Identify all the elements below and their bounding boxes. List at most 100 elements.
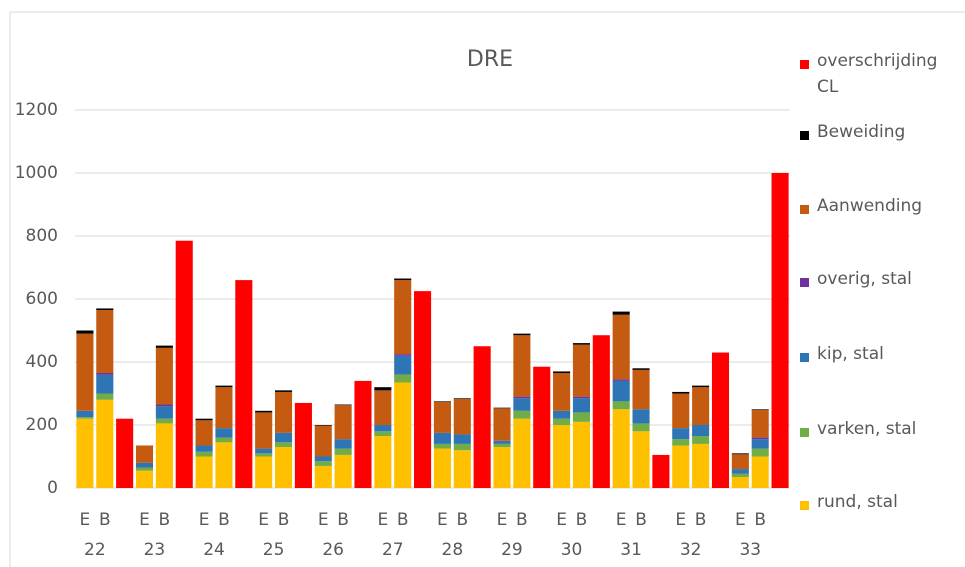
group-label: 23	[144, 540, 166, 560]
bar-segment	[553, 410, 571, 419]
bar-segment	[493, 407, 511, 409]
y-tick-label: 1200	[15, 100, 58, 120]
y-tick-label: 600	[26, 289, 58, 309]
bar-segment	[255, 453, 273, 457]
bar-segment	[692, 387, 710, 425]
bar-segment	[493, 440, 511, 444]
bar-segment	[612, 409, 630, 488]
bar-segment	[76, 333, 94, 411]
bar-segment	[632, 368, 650, 370]
legend-swatch	[800, 60, 809, 69]
bar-segment	[394, 382, 412, 488]
bar-segment	[314, 465, 332, 488]
bar-segment	[533, 366, 551, 488]
bar-segment	[771, 173, 789, 488]
bar-segment	[652, 454, 670, 488]
legend-label: overig, stal	[817, 269, 912, 289]
bar-segment	[374, 387, 392, 391]
bar-segment	[612, 401, 630, 410]
bar-segment	[334, 454, 352, 488]
bar-segment	[374, 431, 392, 437]
x-tick-label: B	[218, 510, 230, 530]
bar-segment	[513, 410, 531, 419]
bar-segment	[433, 432, 451, 444]
group-label: 30	[561, 540, 583, 560]
legend-swatch	[800, 501, 809, 510]
bar-segment	[135, 462, 154, 468]
bar-segment	[553, 425, 571, 488]
bar-segment	[692, 425, 710, 437]
bar-segment	[394, 355, 412, 375]
bar-segment	[155, 423, 173, 488]
bar-segment	[513, 396, 531, 399]
bar-segment	[493, 447, 511, 488]
bar-segment	[751, 409, 769, 438]
x-tick-label: B	[397, 510, 409, 530]
bar-segment	[155, 404, 173, 407]
legend: rund, stal varken, stal kip, stal overig, s…	[800, 0, 965, 567]
bar-segment	[572, 421, 590, 488]
legend-item: rund, stal	[800, 492, 942, 515]
x-tick-label: B	[456, 510, 468, 530]
x-tick-label: B	[754, 510, 766, 530]
bar-segment	[314, 456, 332, 462]
bar-segment	[215, 437, 233, 443]
bar-segment	[453, 434, 471, 444]
bar-segment	[96, 373, 114, 375]
bar-segment	[731, 469, 749, 474]
bar-segment	[731, 476, 749, 488]
bar-segment	[155, 418, 173, 424]
bar-segment	[394, 354, 412, 356]
bar-segment	[493, 443, 511, 448]
y-tick-label: 200	[26, 415, 58, 435]
legend-item: Aanwending	[800, 196, 942, 219]
bar-segment	[692, 443, 710, 488]
bar-segment	[751, 439, 769, 449]
y-tick-label: 400	[26, 352, 58, 372]
bar-segment	[453, 443, 471, 451]
bar-segment	[76, 410, 94, 418]
group-label: 29	[501, 540, 523, 560]
bar-segment	[553, 418, 571, 425]
bar-segment	[374, 436, 392, 488]
x-tick-label: E	[616, 510, 627, 530]
group-label: 24	[203, 540, 225, 560]
bar-segment	[731, 453, 749, 455]
legend-item: varken, stal	[800, 419, 942, 442]
bar-segment	[453, 398, 471, 399]
bar-segment	[135, 467, 154, 471]
group-label: 28	[442, 540, 464, 560]
group-label: 25	[263, 540, 285, 560]
x-tick-label: B	[337, 510, 349, 530]
legend-swatch	[800, 428, 809, 437]
bar-segment	[354, 380, 372, 488]
bar-segment	[155, 406, 173, 419]
bar-segment	[632, 369, 650, 410]
bar-segment	[572, 398, 590, 413]
legend-item: overig, stal	[800, 269, 942, 292]
bar-segment	[334, 448, 352, 455]
bar-segment	[215, 428, 233, 438]
bar-segment	[275, 390, 293, 392]
y-tick-label: 800	[26, 226, 58, 246]
x-tick-label: B	[635, 510, 647, 530]
x-tick-label: E	[735, 510, 746, 530]
legend-item: overschrijding CL	[800, 51, 942, 100]
bar-segment	[672, 445, 690, 488]
bar-segment	[632, 431, 650, 488]
bar-segment	[76, 330, 94, 334]
bar-segment	[513, 418, 531, 488]
bar-segment	[155, 347, 173, 405]
y-tick-label: 1000	[15, 163, 58, 183]
bar-segment	[314, 425, 332, 457]
bar-segment	[433, 443, 451, 449]
bar-segment	[76, 418, 94, 488]
bar-segment	[711, 352, 730, 488]
group-label: 32	[680, 540, 702, 560]
bar-segment	[612, 379, 630, 381]
legend-item: kip, stal	[800, 344, 942, 367]
legend-label: kip, stal	[817, 344, 884, 364]
bar-segment	[572, 412, 590, 422]
bar-segment	[275, 442, 293, 448]
